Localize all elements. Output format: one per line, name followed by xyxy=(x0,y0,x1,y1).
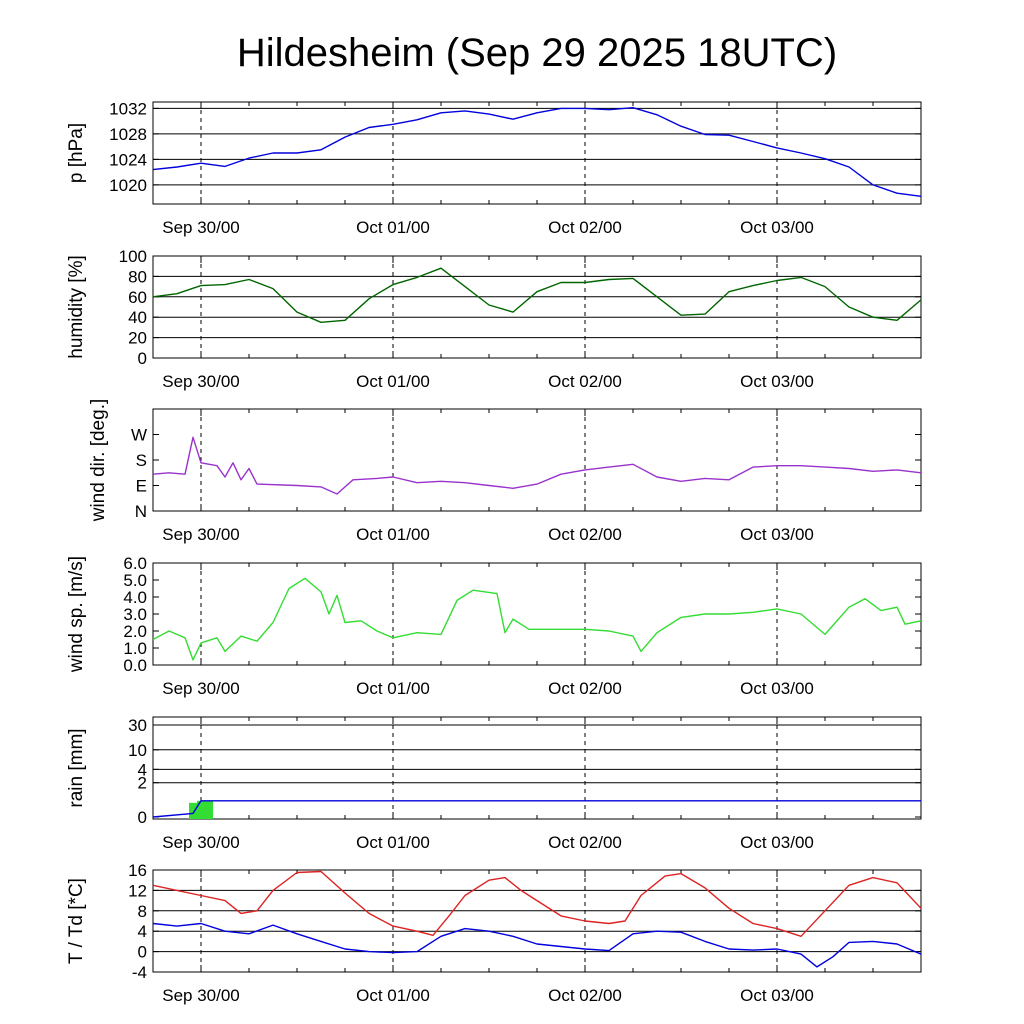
series-line-pressure-0 xyxy=(152,107,922,197)
y-tick-label: 12 xyxy=(128,881,147,900)
panel-pressure: 1020 1024 1028 1032 p [hPa] Sep 30/00 Oct 01/0… xyxy=(66,99,922,237)
y-axis-label: rain [mm] xyxy=(66,728,87,807)
panel-frame xyxy=(152,255,922,359)
y-tick-label: E xyxy=(136,477,147,496)
series-line-temperature-1 xyxy=(152,922,922,968)
x-tick-label: Oct 02/00 xyxy=(548,833,622,852)
rain-bar xyxy=(205,800,213,819)
panel-frame xyxy=(152,562,922,666)
x-tick-label: Sep 30/00 xyxy=(162,372,240,391)
x-tick-label: Oct 03/00 xyxy=(740,679,814,698)
y-tick-label: 2.0 xyxy=(123,622,147,641)
panel-wind_speed: 0.01.02.03.04.05.06.0 wind sp. [m/s] Sep 3… xyxy=(66,554,922,698)
y-tick-label: 20 xyxy=(128,329,147,348)
y-tick-label: 1020 xyxy=(109,176,147,195)
x-tick-label: Oct 03/00 xyxy=(740,372,814,391)
y-tick-label: 80 xyxy=(128,267,147,286)
y-tick-label: 0 xyxy=(138,808,147,827)
y-tick-label: 8 xyxy=(138,902,147,921)
y-axis-label: p [hPa] xyxy=(66,123,87,183)
y-tick-label: 4.0 xyxy=(123,588,147,607)
x-tick-label: Oct 01/00 xyxy=(356,986,430,1005)
y-axis-label: humidity [%] xyxy=(66,255,87,358)
y-tick-label: 3.0 xyxy=(123,605,147,624)
y-tick-label: 10 xyxy=(128,741,147,760)
panel-frame xyxy=(152,408,922,512)
x-tick-label: Oct 02/00 xyxy=(548,525,622,544)
y-axis-label: T / Td [*C] xyxy=(66,878,87,964)
y-tick-label: 4 xyxy=(138,922,147,941)
y-axis-label: wind dir. [deg.] xyxy=(88,399,109,523)
series-line-wind_dir-0 xyxy=(152,436,922,495)
x-tick-label: Sep 30/00 xyxy=(162,986,240,1005)
panel-frame xyxy=(152,869,922,973)
rain-bar xyxy=(189,802,197,819)
x-tick-label: Oct 02/00 xyxy=(548,372,622,391)
x-tick-label: Sep 30/00 xyxy=(162,679,240,698)
y-axis-label: wind sp. [m/s] xyxy=(66,556,87,673)
x-tick-label: Oct 01/00 xyxy=(356,525,430,544)
y-tick-label: 4 xyxy=(138,760,147,779)
x-tick-label: Oct 02/00 xyxy=(548,218,622,237)
y-tick-label: 6.0 xyxy=(123,554,147,573)
y-tick-label: 1028 xyxy=(109,125,147,144)
y-tick-label: 60 xyxy=(128,288,147,307)
chart-title: Hildesheim (Sep 29 2025 18UTC) xyxy=(237,31,837,75)
x-tick-label: Oct 01/00 xyxy=(356,218,430,237)
series-line-wind_speed-0 xyxy=(152,577,922,661)
panel-frame xyxy=(152,101,922,205)
x-tick-label: Oct 01/00 xyxy=(356,833,430,852)
x-tick-label: Sep 30/00 xyxy=(162,218,240,237)
rain-bar xyxy=(197,800,205,819)
y-tick-label: 0 xyxy=(138,349,147,368)
x-tick-label: Oct 03/00 xyxy=(740,986,814,1005)
series-line-humidity-0 xyxy=(152,267,922,323)
y-tick-label: 1.0 xyxy=(123,639,147,658)
y-tick-label: -4 xyxy=(132,963,147,982)
x-tick-label: Oct 02/00 xyxy=(548,679,622,698)
y-tick-label: 0.0 xyxy=(123,656,147,675)
x-tick-label: Oct 03/00 xyxy=(740,525,814,544)
y-tick-label: W xyxy=(131,426,147,445)
y-tick-label: 2 xyxy=(138,774,147,793)
x-tick-label: Oct 01/00 xyxy=(356,679,430,698)
x-tick-label: Oct 02/00 xyxy=(548,986,622,1005)
x-tick-label: Oct 01/00 xyxy=(356,372,430,391)
y-tick-label: 30 xyxy=(128,716,147,735)
y-tick-label: 1032 xyxy=(109,99,147,118)
y-tick-label: S xyxy=(136,451,147,470)
x-tick-label: Sep 30/00 xyxy=(162,525,240,544)
y-tick-label: 16 xyxy=(128,861,147,880)
panel-frame xyxy=(152,716,922,820)
y-tick-label: 1024 xyxy=(109,150,147,169)
y-tick-label: 5.0 xyxy=(123,571,147,590)
x-tick-label: Oct 03/00 xyxy=(740,833,814,852)
series-line-rain-0 xyxy=(152,800,921,818)
y-tick-label: N xyxy=(135,502,147,521)
y-tick-label: 40 xyxy=(128,308,147,327)
x-tick-label: Sep 30/00 xyxy=(162,833,240,852)
series-line-temperature-0 xyxy=(152,870,922,937)
y-tick-label: 100 xyxy=(119,247,147,266)
y-tick-label: 0 xyxy=(138,943,147,962)
x-tick-label: Oct 03/00 xyxy=(740,218,814,237)
